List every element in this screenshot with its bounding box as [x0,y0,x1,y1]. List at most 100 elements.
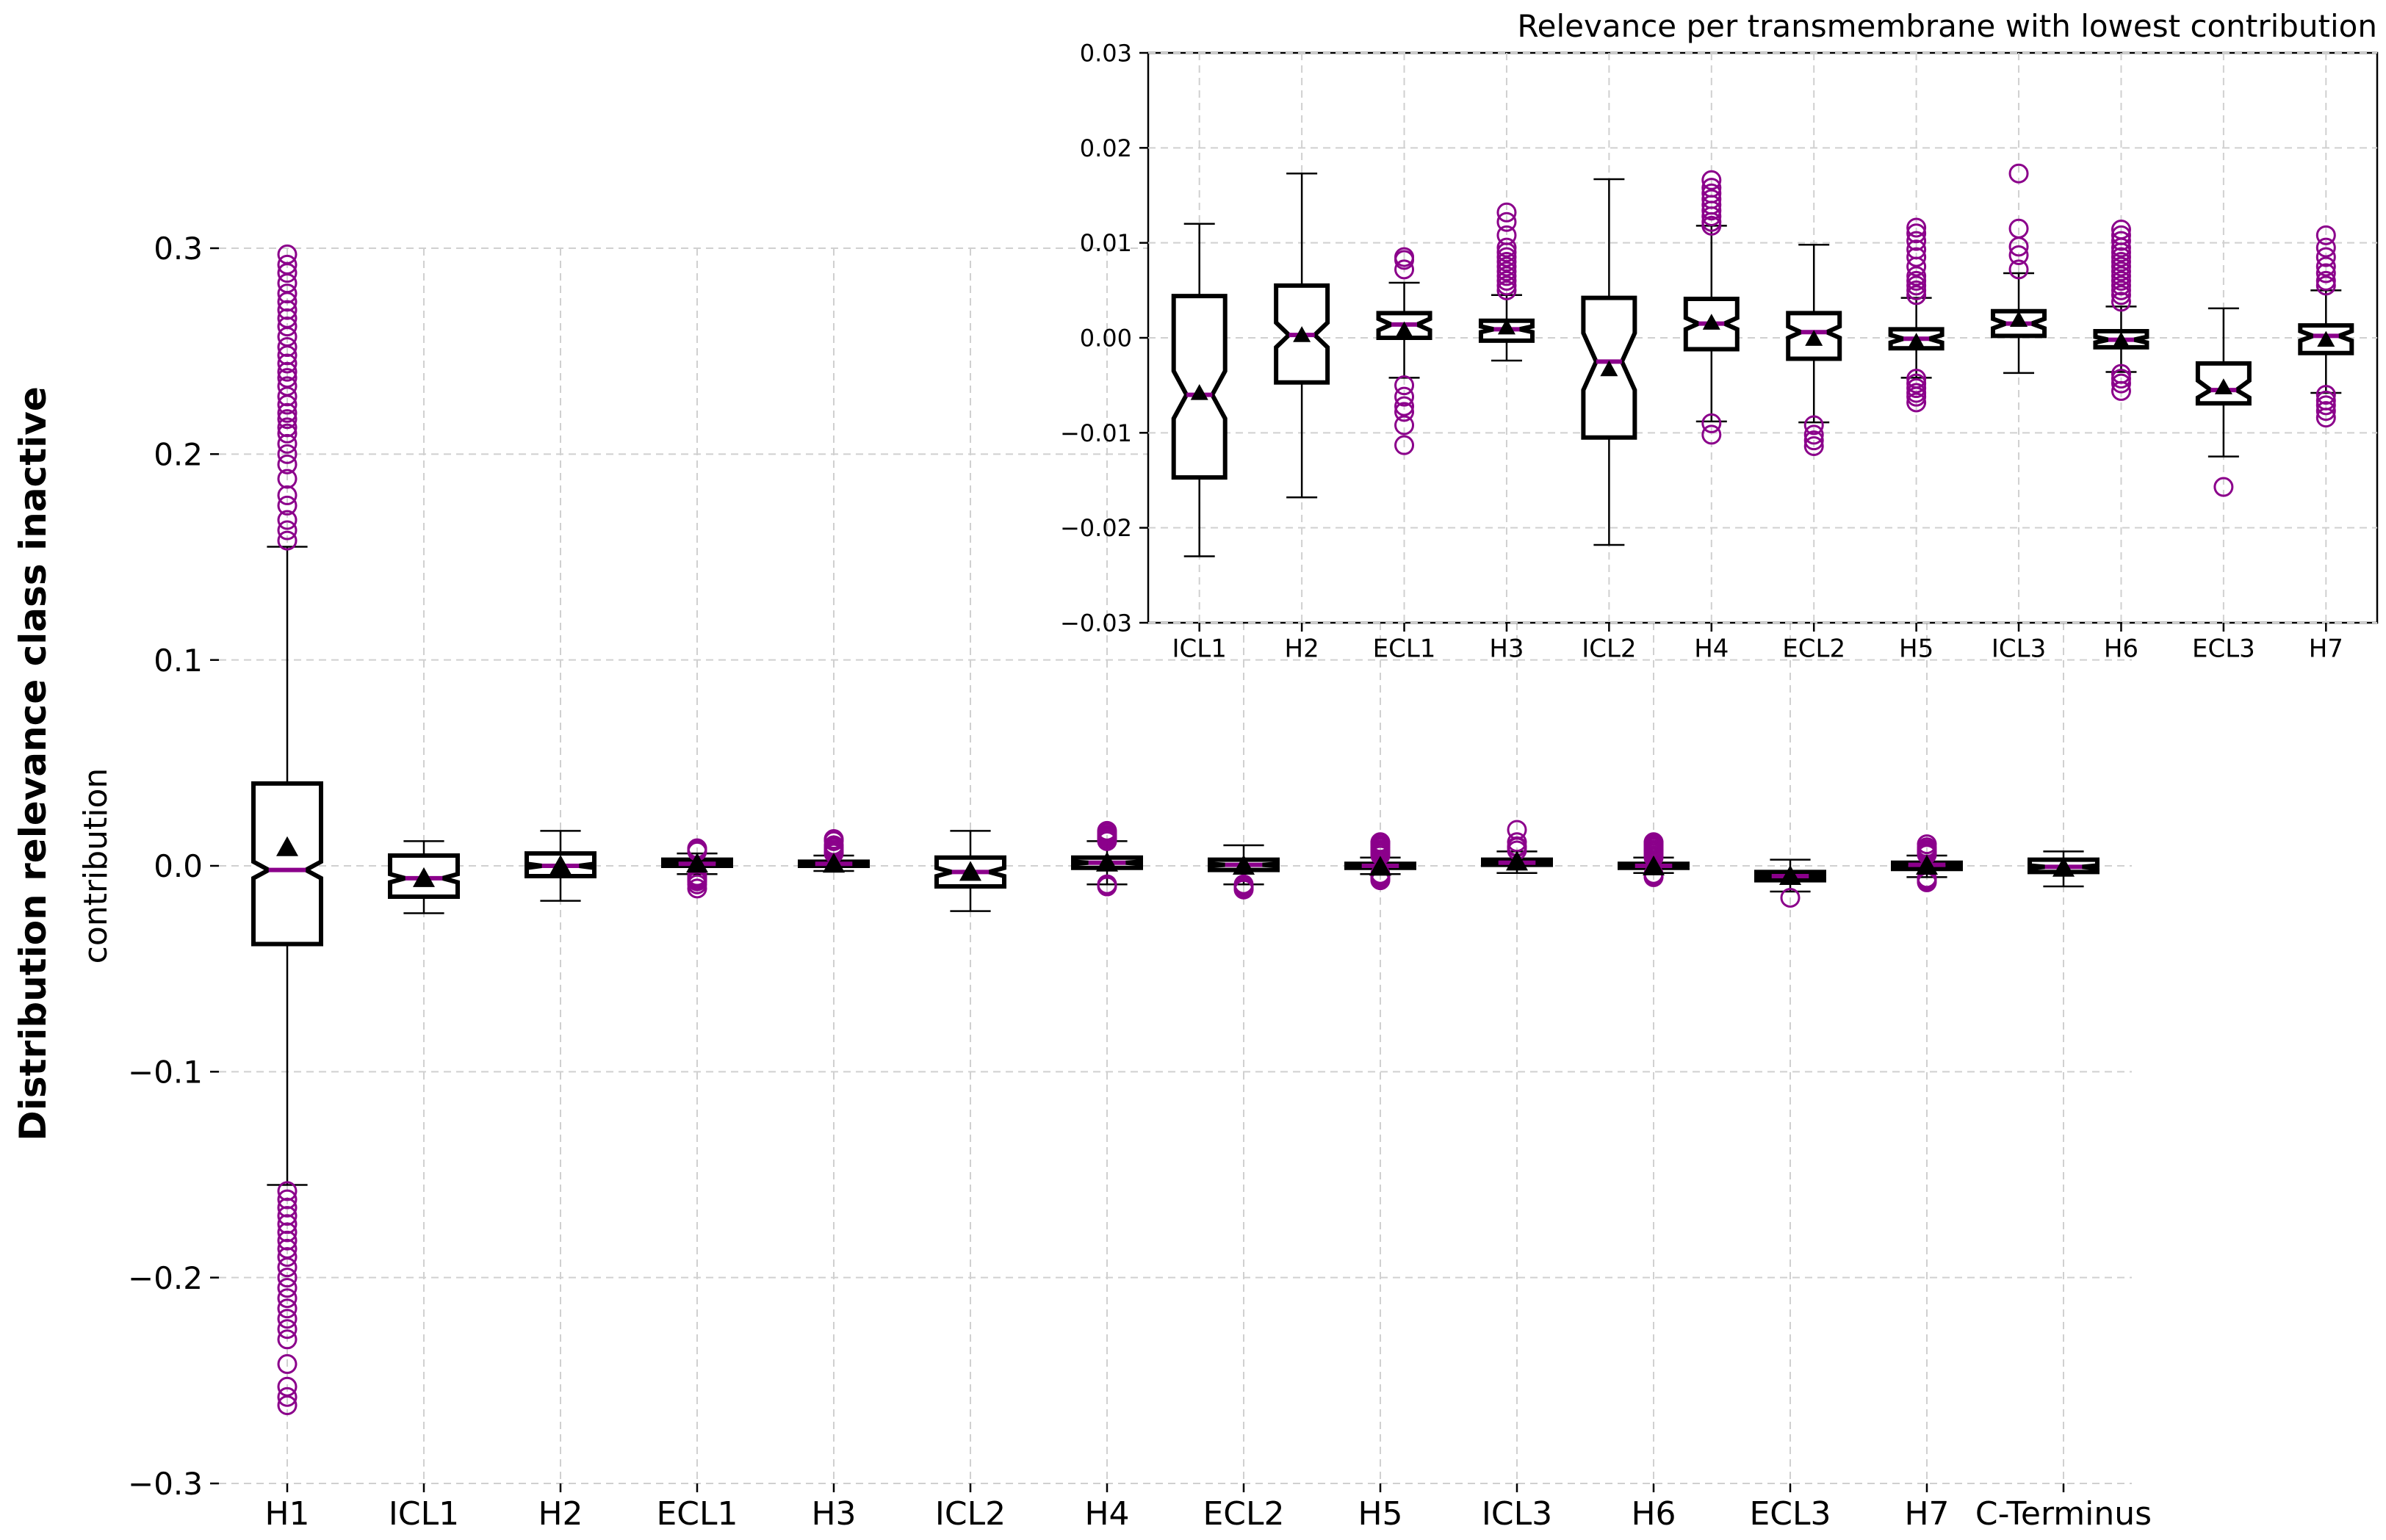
inset-box-ICL2 [1581,178,1637,546]
inset-box-ECL3 [2195,307,2252,497]
outlier-point [277,368,298,388]
outlier-point [2315,395,2336,416]
mean-marker [1805,330,1823,346]
main-box-C-Terminus [2028,850,2100,888]
outlier-point [277,530,298,551]
inset-box-H2 [1274,173,1330,499]
outlier-point [1803,430,1824,451]
outlier-point [277,469,298,489]
outlier-point [2111,252,2131,272]
outlier-point [277,485,298,505]
outlier-point [2008,259,2029,280]
inset-ytick-label: 0.03 [1080,40,1132,68]
outlier-point [2111,247,2131,267]
outlier-point [1496,256,1517,277]
outlier-point [1394,259,1415,280]
main-box-H4 [1071,820,1143,897]
outlier-point [277,1214,298,1234]
inset-category-label: ICL2 [1582,634,1636,663]
outlier-point [2111,292,2131,312]
outlier-point [277,1247,298,1268]
inset-category-label: H5 [1899,634,1933,663]
mean-marker [1096,851,1118,872]
outlier-point [277,300,298,320]
mean-marker [2010,311,2028,328]
outlier-point [277,409,298,430]
inset-chart: −0.03 −0.02 −0.01 0.00 0.01 0.02 0.03 ICL1 H2 ECL… [1060,8,2379,663]
outlier-point [1097,876,1117,897]
main-category-label: ICL2 [935,1495,1006,1533]
main-box-ECL3 [1754,858,1826,908]
outlier-point [277,317,298,337]
main-box-H1 [251,244,323,1415]
outlier-point [277,520,298,541]
outlier-point [277,433,298,454]
inset-category-label: ICL1 [1172,634,1227,663]
outlier-point [1917,834,1937,855]
main-category-label: H5 [1358,1495,1402,1533]
main-category-label: C-Terminus [1975,1495,2152,1533]
mean-marker [1643,855,1665,875]
mean-marker [1369,856,1391,876]
outlier-point [2315,401,2336,422]
main-chart: −0.3 −0.2 −0.1 0.0 0.1 0.2 0.3 H1 ICL1 H2 ECL1 H3 IC… [77,231,2152,1533]
outlier-point [277,510,298,530]
outlier-point [823,829,844,850]
mean-marker [549,855,572,875]
outlier-point [2111,380,2131,401]
inset-ytick-label: 0.02 [1080,134,1132,162]
outlier-point [1394,386,1415,407]
main-box-ICL2 [934,830,1006,912]
outlier-point [1496,261,1517,281]
mean-marker [959,861,981,881]
inset-box-H7 [2298,225,2354,428]
outlier-point [1906,275,1927,296]
outlier-point [1780,887,1801,908]
outlier-point [1906,378,1927,399]
outlier-point [277,1319,298,1340]
inset-ytick-label: −0.03 [1060,610,1132,637]
outlier-point [1906,392,1927,413]
main-category-label: ECL1 [656,1495,738,1533]
outlier-point [1701,170,1722,190]
outlier-point [1233,879,1254,900]
mean-marker [2052,856,2075,877]
inset-category-label: ECL3 [2192,634,2255,663]
main-ytick-label: 0.3 [154,231,203,267]
outlier-point [1701,183,1722,203]
inset-title: Relevance per transmembrane with lowest … [1517,8,2377,44]
main-category-label: H7 [1904,1495,1949,1533]
mean-marker [276,836,298,856]
outlier-point [1906,223,1927,244]
figure-suptitle: Distribution relevance class inactive [12,386,54,1141]
outlier-point [277,1288,298,1309]
outlier-point [2008,218,2029,239]
box-body [251,781,323,947]
outlier-point [277,1387,298,1407]
main-category-label: ECL3 [1749,1495,1831,1533]
outlier-point [277,1222,298,1243]
outlier-point [2111,280,2131,300]
outlier-point [1906,266,1927,286]
outlier-point [1906,270,1927,291]
outlier-point [1803,424,1824,445]
mean-marker [1190,384,1208,400]
outlier-point [277,1329,298,1350]
inset-box-H4 [1683,170,1740,445]
outlier-point [1496,270,1517,291]
outlier-point [1906,231,1927,251]
inset-category-label: ECL2 [1782,634,1845,663]
outlier-point [1496,225,1517,245]
outlier-point [2315,385,2336,405]
main-box-ICL1 [388,840,460,914]
outlier-point [1394,375,1415,396]
outlier-point [2213,477,2234,497]
mean-marker [1497,318,1515,335]
outlier-point [277,1257,298,1278]
outlier-point [2111,225,2131,245]
outlier-point [2111,373,2131,394]
outlier-point [277,1189,298,1210]
inset-category-label: H6 [2104,634,2138,663]
outlier-point [277,1197,298,1218]
